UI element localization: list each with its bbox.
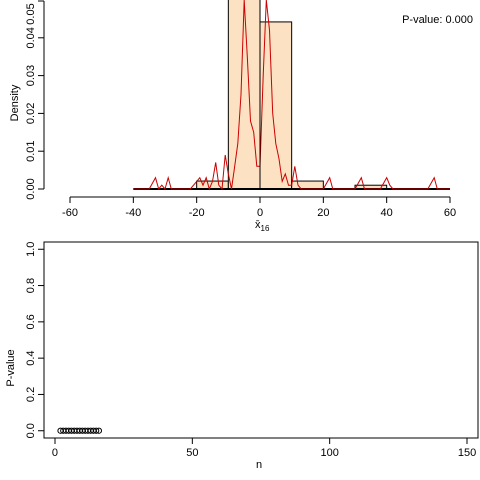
histogram-marks xyxy=(133,0,450,191)
y-axis: 0.0 0.2 0.4 0.6 0.8 1.0 xyxy=(25,242,44,438)
y-tick-label-3: 0.03 xyxy=(25,65,37,86)
x-tick-label-6: 60 xyxy=(444,207,456,219)
y-tick-label-5: 0.05 xyxy=(25,3,37,24)
x-tick-label-5: 40 xyxy=(381,207,393,219)
y-axis-label: Density xyxy=(9,84,21,121)
histogram-bar-3 xyxy=(227,0,261,190)
x-tick-label-3: 150 xyxy=(458,447,476,459)
y-tick-label-5: 1.0 xyxy=(25,242,37,257)
x-tick-label-0: -60 xyxy=(62,207,78,219)
x-tick-label-1: 50 xyxy=(186,447,198,459)
histogram-panel: P-value: 0.000 Density x̄16 -60 -40 -20 0 20… xyxy=(9,0,473,233)
x-axis-label: x̄16 xyxy=(255,219,270,233)
y-tick-label-2: 0.02 xyxy=(25,103,37,124)
x-tick-label-2: 100 xyxy=(320,447,338,459)
y-tick-label-3: 0.6 xyxy=(25,314,37,329)
histogram-bar-4 xyxy=(259,21,293,190)
y-axis: 0.00 0.01 0.02 0.03 0.04 0.05 xyxy=(25,0,45,200)
y-axis-label: P-value xyxy=(5,349,17,386)
y-tick-label-0: 0.00 xyxy=(25,178,37,199)
x-tick-label-1: -40 xyxy=(125,207,141,219)
data-point-14 xyxy=(95,427,103,434)
y-tick-label-1: 0.01 xyxy=(25,140,37,161)
x-tick-label-3: 0 xyxy=(257,207,263,219)
y-tick-label-0: 0.0 xyxy=(25,423,37,438)
y-tick-label-4: 0.04 xyxy=(25,27,37,48)
x-axis-label: n xyxy=(256,459,262,471)
histogram-bar-5 xyxy=(291,180,324,190)
y-tick-label-1: 0.2 xyxy=(25,387,37,402)
x-axis: -60 -40 -20 0 20 40 60 xyxy=(62,196,456,219)
y-tick-label-4: 0.8 xyxy=(25,278,37,293)
x-axis-label-subscript: 16 xyxy=(261,224,270,233)
data-point-13 xyxy=(93,427,100,434)
plot-box xyxy=(43,241,479,439)
y-tick-label-2: 0.4 xyxy=(25,350,37,365)
pvalue-scatter-panel: P-value n 0 50 100 150 0.0 0.2 0.4 0.6 0.8 1.0 xyxy=(5,241,479,471)
x-tick-label-4: 20 xyxy=(317,207,329,219)
scatter-points xyxy=(57,427,103,434)
x-tick-label-2: -20 xyxy=(189,207,205,219)
p-value-annotation: P-value: 0.000 xyxy=(402,14,473,26)
x-axis: 0 50 100 150 xyxy=(52,438,476,459)
x-tick-label-0: 0 xyxy=(52,447,58,459)
